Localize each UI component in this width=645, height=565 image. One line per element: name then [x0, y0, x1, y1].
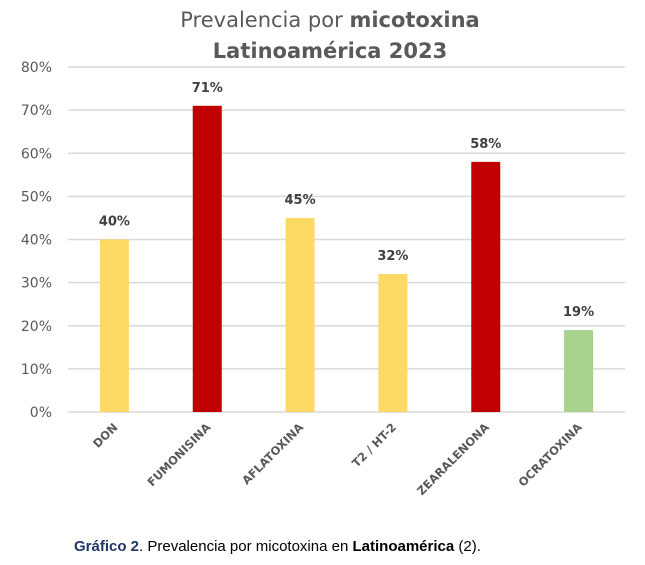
y-tick-label: 30%	[21, 276, 52, 292]
x-category-label: AFLATOXINA	[239, 420, 306, 487]
y-tick-label: 20%	[21, 319, 52, 335]
figure-caption: Gráfico 2. Prevalencia por micotoxina en…	[74, 538, 481, 555]
x-category-label: DON	[90, 420, 120, 450]
bars	[99, 105, 594, 412]
bar	[99, 239, 129, 412]
chart-title-line-1: Prevalencia por micotoxina	[180, 8, 479, 32]
bar	[192, 105, 222, 412]
chart-title-line-2: Latinoamérica 2023	[213, 39, 447, 63]
bar	[471, 161, 501, 412]
y-tick-label: 70%	[21, 103, 52, 119]
bar	[564, 330, 594, 412]
caption-text: . Prevalencia por micotoxina en	[139, 538, 353, 555]
x-category-label: ZEARALENONA	[414, 420, 492, 498]
data-label: 58%	[470, 137, 501, 152]
bar-chart: Prevalencia por micotoxina Latinoamérica…	[21, 8, 625, 498]
gridlines	[68, 66, 625, 413]
bar	[285, 217, 315, 412]
data-label: 19%	[563, 305, 594, 320]
chart-title-bold: micotoxina	[349, 8, 479, 32]
data-labels: 40% 71% 45% 32% 58% 19%	[99, 81, 594, 320]
y-tick-label: 50%	[21, 189, 52, 205]
y-tick-label: 10%	[21, 362, 52, 378]
x-category-label: FUMONISINA	[144, 420, 213, 489]
caption-bold-region: Latinoamérica	[352, 538, 455, 555]
x-category-label: T2 / HT-2	[349, 420, 399, 470]
x-axis-category-labels: DON FUMONISINA AFLATOXINA T2 / HT-2 ZEARALEN…	[90, 420, 585, 498]
y-axis-tick-labels: 0% 10% 20% 30% 40% 50% 60% 70% 80%	[21, 60, 52, 421]
x-category-label: OCRATOXINA	[515, 420, 584, 489]
data-label: 71%	[192, 81, 223, 96]
data-label: 32%	[377, 249, 408, 264]
y-tick-label: 80%	[21, 60, 52, 76]
caption-label: Gráfico 2	[74, 538, 140, 555]
bar	[378, 274, 408, 412]
y-tick-label: 0%	[30, 405, 52, 421]
y-tick-label: 40%	[21, 233, 52, 249]
data-label: 45%	[285, 193, 316, 208]
chart-title-regular: Prevalencia por	[180, 8, 349, 32]
data-label: 40%	[99, 215, 130, 230]
caption-ref: (2).	[454, 538, 481, 555]
y-tick-label: 60%	[21, 146, 52, 162]
